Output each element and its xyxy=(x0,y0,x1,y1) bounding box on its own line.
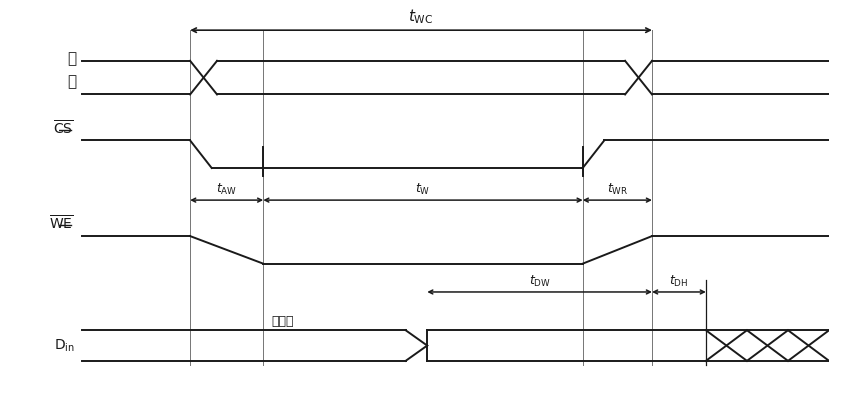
Text: $t_{\mathrm{WC}}$: $t_{\mathrm{WC}}$ xyxy=(409,8,434,26)
Text: $t_{\mathrm{DW}}$: $t_{\mathrm{DW}}$ xyxy=(529,274,551,289)
Text: $t_{\mathrm{AW}}$: $t_{\mathrm{AW}}$ xyxy=(216,182,237,197)
Text: $t_{\mathrm{DH}}$: $t_{\mathrm{DH}}$ xyxy=(669,274,689,289)
Text: $\overline{\mathrm{WE}}$: $\overline{\mathrm{WE}}$ xyxy=(48,215,73,233)
Text: D$_{\mathrm{in}}$: D$_{\mathrm{in}}$ xyxy=(53,337,74,354)
Text: $t_{\mathrm{W}}$: $t_{\mathrm{W}}$ xyxy=(415,182,431,197)
Text: $\overline{\mathrm{CS}}$: $\overline{\mathrm{CS}}$ xyxy=(52,119,73,137)
Text: 址: 址 xyxy=(67,74,76,89)
Text: 数据入: 数据入 xyxy=(272,315,294,328)
Text: 地: 地 xyxy=(67,51,76,66)
Text: $t_{\mathrm{WR}}$: $t_{\mathrm{WR}}$ xyxy=(607,182,628,197)
